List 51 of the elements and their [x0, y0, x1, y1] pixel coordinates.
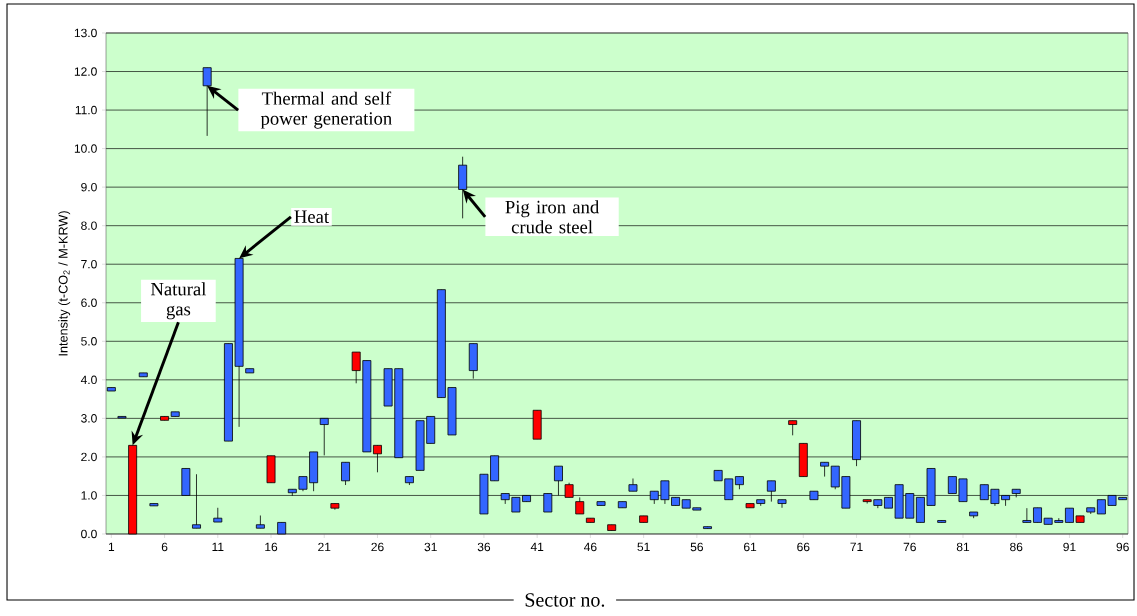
- y-tick-label: 7.0: [81, 259, 97, 269]
- annotation: Thermal and self power generation: [260, 91, 392, 129]
- candlestick: [213, 507, 223, 523]
- x-tick-label: 86: [1010, 542, 1023, 552]
- x-tick-label: 36: [477, 542, 491, 552]
- x-tick-label: 6: [161, 542, 168, 552]
- y-tick-label: 1.0: [81, 491, 97, 500]
- x-tick-label: 11: [212, 542, 224, 551]
- y-tick-label: 12.0: [74, 67, 97, 76]
- x-tick-label: 91: [1063, 542, 1076, 552]
- candlestick: [319, 417, 329, 456]
- candlestick: [777, 499, 787, 509]
- y-tick-label: 10.0: [74, 144, 97, 153]
- x-tick-label: 26: [371, 542, 384, 552]
- candlestick: [255, 515, 265, 529]
- x-tick-label: 56: [690, 542, 703, 552]
- x-tick-label: 1: [108, 542, 115, 551]
- x-tick-label: 96: [1116, 542, 1129, 552]
- x-axis-title: Sector no.: [525, 593, 605, 607]
- y-tick-label: 6.0: [81, 298, 97, 308]
- y-tick-label: 11.0: [75, 105, 97, 115]
- y-tick-label: 2.0: [81, 452, 97, 462]
- x-tick-label: 71: [850, 542, 863, 551]
- y-tick-label: 4.0: [80, 375, 97, 385]
- y-tick-label: 5.0: [81, 337, 97, 346]
- candlestick: [766, 480, 776, 503]
- y-tick-label: 13.0: [74, 28, 97, 38]
- y-axis-title: Intensity (t-CO$_{2}$ / M-KRW): [58, 211, 71, 356]
- y-tick-label: 8.0: [81, 221, 97, 230]
- annotation: Natural gas: [150, 282, 207, 320]
- x-tick-label: 31: [424, 542, 437, 552]
- candlestick: [820, 461, 830, 477]
- candlestick: [543, 493, 553, 513]
- x-tick-label: 41: [530, 542, 544, 551]
- x-tick-label: 21: [318, 542, 331, 552]
- candlestick: [554, 465, 563, 496]
- x-tick-label: 76: [903, 542, 916, 552]
- x-tick-label: 16: [265, 542, 278, 552]
- candlestick: [628, 478, 638, 492]
- y-tick-label: 0.0: [81, 529, 97, 539]
- x-tick-label: 61: [744, 542, 757, 552]
- candlestick: [341, 461, 350, 486]
- y-tick-label: 9.0: [81, 182, 97, 192]
- annotation: Pig iron and crude steel: [505, 200, 600, 234]
- x-tick-label: 51: [637, 542, 650, 552]
- x-tick-label: 66: [797, 542, 810, 552]
- annotation: Heat: [294, 210, 329, 224]
- y-tick-label: 3.0: [81, 414, 97, 423]
- candlestick: [192, 473, 201, 529]
- x-tick-label: 46: [583, 542, 597, 552]
- x-tick-label: 81: [956, 542, 970, 552]
